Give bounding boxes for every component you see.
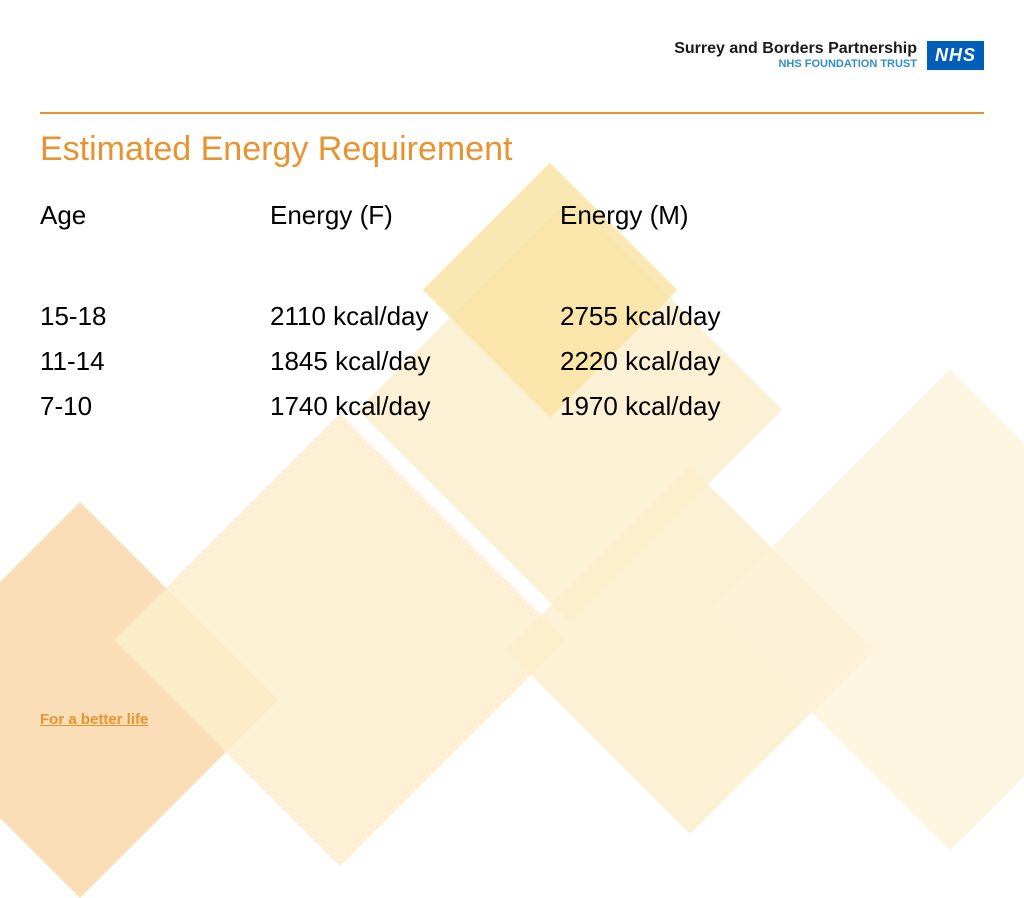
table-cell: 7-10: [40, 391, 270, 422]
table-row: 11-141845 kcal/day2220 kcal/day: [40, 346, 984, 377]
table-cell: 2755 kcal/day: [560, 301, 984, 332]
table-cell: 11-14: [40, 346, 270, 377]
table-row: 15-182110 kcal/day2755 kcal/day: [40, 301, 984, 332]
org-subtitle: NHS FOUNDATION TRUST: [674, 58, 917, 70]
title-rule: [40, 112, 984, 114]
table-cell: 1740 kcal/day: [270, 391, 560, 422]
org-text: Surrey and Borders Partnership NHS FOUND…: [674, 40, 917, 70]
table-cell: 1845 kcal/day: [270, 346, 560, 377]
footer-link[interactable]: For a better life: [40, 711, 148, 728]
page-title: Estimated Energy Requirement: [40, 130, 512, 169]
energy-table: Age Energy (F) Energy (M) 15-182110 kcal…: [40, 200, 984, 436]
table-cell: 15-18: [40, 301, 270, 332]
table-row: 7-101740 kcal/day1970 kcal/day: [40, 391, 984, 422]
table-cell: 1970 kcal/day: [560, 391, 984, 422]
col-header-energy-f: Energy (F): [270, 200, 560, 231]
table-cell: 2220 kcal/day: [560, 346, 984, 377]
org-name: Surrey and Borders Partnership: [674, 40, 917, 58]
table-header-row: Age Energy (F) Energy (M): [40, 200, 984, 231]
nhs-logo: NHS: [927, 41, 984, 70]
header-logo-block: Surrey and Borders Partnership NHS FOUND…: [674, 40, 984, 70]
col-header-age: Age: [40, 200, 270, 231]
col-header-energy-m: Energy (M): [560, 200, 984, 231]
table-cell: 2110 kcal/day: [270, 301, 560, 332]
